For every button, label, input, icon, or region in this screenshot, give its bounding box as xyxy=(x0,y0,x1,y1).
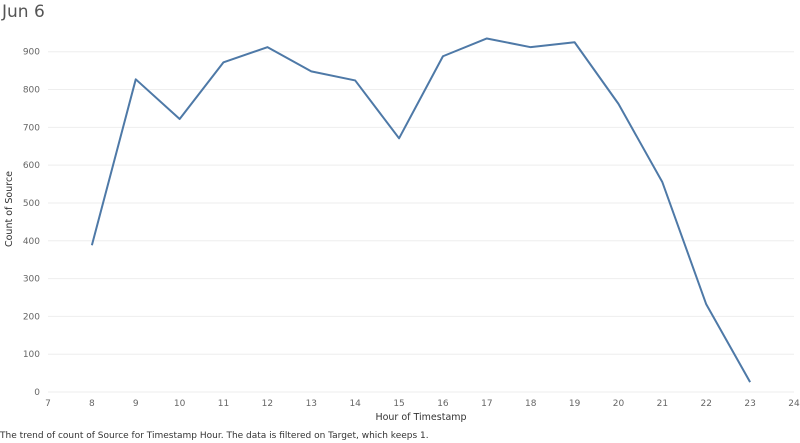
y-axis-title: Count of Source xyxy=(4,171,15,247)
chart-title: Jun 6 xyxy=(2,2,45,22)
data-point[interactable] xyxy=(528,45,533,50)
x-tick-label: 15 xyxy=(393,399,404,409)
y-tick-label: 600 xyxy=(23,161,40,171)
data-point[interactable] xyxy=(89,243,94,248)
data-point[interactable] xyxy=(309,69,314,74)
x-tick-label: 19 xyxy=(569,399,581,409)
x-tick-label: 16 xyxy=(437,399,449,409)
x-tick-label: 10 xyxy=(174,399,186,409)
x-tick-label: 9 xyxy=(133,399,139,409)
data-point[interactable] xyxy=(748,380,753,385)
y-tick-label: 700 xyxy=(23,123,40,133)
x-axis-title: Hour of Timestamp xyxy=(375,412,466,423)
data-point[interactable] xyxy=(133,77,138,82)
y-tick-label: 300 xyxy=(23,275,40,285)
x-tick-label: 20 xyxy=(613,399,625,409)
x-tick-label: 18 xyxy=(525,399,537,409)
y-tick-label: 100 xyxy=(23,350,40,360)
data-point[interactable] xyxy=(177,117,182,122)
x-tick-label: 22 xyxy=(701,399,712,409)
data-point[interactable] xyxy=(440,54,445,59)
x-tick-label: 13 xyxy=(306,399,317,409)
data-point[interactable] xyxy=(397,136,402,141)
x-tick-label: 17 xyxy=(481,399,492,409)
x-axis-ticks: 7 8 9 10 11 12 13 14 15 16 17 18 19 20 21 22 23 24 xyxy=(45,399,800,409)
series-group xyxy=(89,36,753,385)
data-point[interactable] xyxy=(353,78,358,83)
data-point[interactable] xyxy=(484,36,489,41)
y-tick-label: 0 xyxy=(34,388,40,398)
x-tick-label: 11 xyxy=(218,399,229,409)
series-line xyxy=(90,37,751,383)
y-tick-label: 900 xyxy=(23,48,40,58)
chart-caption: The trend of count of Source for Timesta… xyxy=(0,431,429,441)
x-tick-label: 12 xyxy=(262,399,273,409)
data-point[interactable] xyxy=(572,40,577,45)
y-tick-label: 200 xyxy=(23,312,40,322)
x-tick-label: 14 xyxy=(349,399,361,409)
x-tick-label: 7 xyxy=(45,399,51,409)
x-tick-label: 24 xyxy=(788,399,800,409)
x-tick-label: 23 xyxy=(744,399,755,409)
y-tick-label: 400 xyxy=(23,237,40,247)
x-tick-label: 8 xyxy=(89,399,95,409)
x-tick-label: 21 xyxy=(657,399,668,409)
data-point[interactable] xyxy=(221,60,226,65)
data-point[interactable] xyxy=(265,45,270,50)
y-axis-ticks: 0 100 200 300 400 500 600 700 800 900 xyxy=(23,48,40,398)
y-tick-label: 800 xyxy=(23,86,40,96)
data-point[interactable] xyxy=(660,180,665,185)
data-point[interactable] xyxy=(616,101,621,106)
y-tick-label: 500 xyxy=(23,199,40,209)
data-point[interactable] xyxy=(704,302,709,307)
line-chart: 0 100 200 300 400 500 600 700 800 900 7 8 9 10 11 12 13… xyxy=(4,36,800,423)
gridlines xyxy=(48,51,794,393)
